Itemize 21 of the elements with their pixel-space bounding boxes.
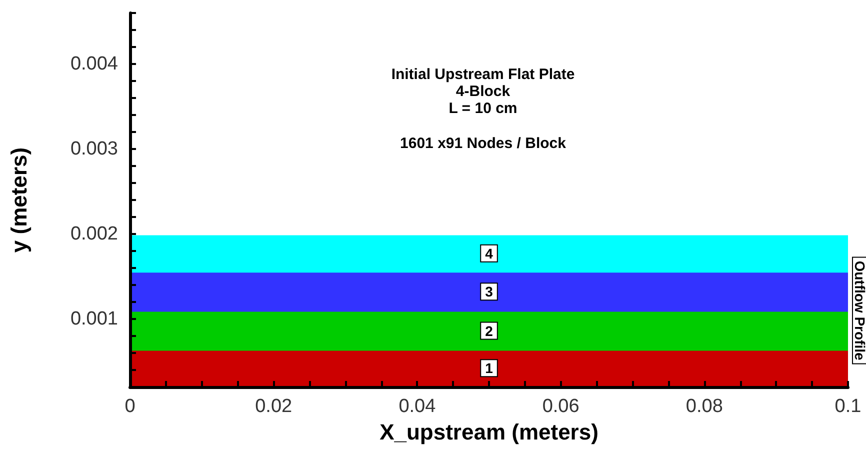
text: 4-Block bbox=[456, 83, 511, 100]
series-label: 4 bbox=[485, 245, 494, 262]
x-tick-label: 0.1 bbox=[834, 396, 862, 417]
x-axis-title: X_upstream (meters) bbox=[380, 419, 598, 444]
annotation: Outflow Profile bbox=[852, 260, 866, 360]
x-tick-label: 0.06 bbox=[542, 396, 580, 417]
annotation: L = 10 cm bbox=[448, 100, 518, 117]
series-label: 3 bbox=[485, 284, 494, 300]
y-tick-label: 0.002 bbox=[70, 224, 118, 244]
series-label: 1 bbox=[485, 360, 494, 376]
text: Initial Upstream Flat Plate bbox=[391, 66, 575, 83]
x-tick-label: 0.08 bbox=[686, 396, 723, 417]
y-axis-title: y (meters) bbox=[6, 147, 32, 253]
series-label: 2 bbox=[485, 322, 494, 339]
y-tick-label: 0.001 bbox=[70, 308, 118, 330]
y-tick-label: 0.004 bbox=[70, 54, 118, 74]
x-tick-label: 0.04 bbox=[398, 396, 436, 417]
y-tick-label: 0.003 bbox=[70, 138, 118, 160]
annotation: 1601 x91 Nodes / Block bbox=[400, 135, 567, 152]
x-tick-label: 0 bbox=[124, 396, 136, 417]
x-tick-label: 0.02 bbox=[255, 396, 292, 417]
